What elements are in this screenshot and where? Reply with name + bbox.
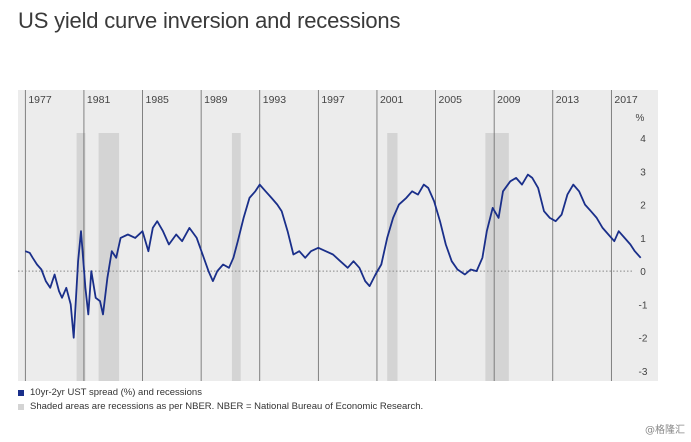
y-tick-label: 0 xyxy=(640,267,646,278)
x-tick-label: 1977 xyxy=(28,94,52,106)
legend-shaded: Shaded areas are recessions as per NBER.… xyxy=(18,401,423,412)
x-tick-label: 1985 xyxy=(146,94,170,106)
x-tick-label: 1981 xyxy=(87,94,111,106)
y-unit-label: % xyxy=(636,113,645,124)
recession-band xyxy=(98,133,120,381)
x-tick-label: 2005 xyxy=(439,94,463,106)
recession-band xyxy=(387,133,398,381)
y-tick-label: 4 xyxy=(640,134,646,145)
y-tick-label: 2 xyxy=(640,201,646,212)
x-tick-label: 1989 xyxy=(204,94,228,106)
legend-series-swatch xyxy=(18,389,24,396)
y-tick-label: 1 xyxy=(640,234,646,245)
x-tick-label: 1997 xyxy=(321,94,345,106)
x-tick-label: 1993 xyxy=(263,94,287,106)
x-tick-label: 2001 xyxy=(380,94,404,106)
x-tick-label: 2009 xyxy=(497,94,521,106)
y-tick-label: -2 xyxy=(639,334,648,345)
page-title: US yield curve inversion and recessions xyxy=(18,8,401,33)
legend-shaded-label: Shaded areas are recessions as per NBER.… xyxy=(30,401,424,412)
y-tick-label: -3 xyxy=(639,367,648,378)
recession-band xyxy=(485,133,509,381)
recession-band xyxy=(76,133,86,381)
recession-bands xyxy=(76,133,509,381)
x-tick-label: 2017 xyxy=(614,94,638,106)
watermark: @格隆汇 xyxy=(645,425,685,436)
recession-band xyxy=(231,133,241,381)
y-tick-label: 3 xyxy=(640,167,646,178)
legend-series-label: 10yr-2yr UST spread (%) and recessions xyxy=(30,387,202,398)
y-tick-label: -1 xyxy=(639,300,648,311)
spread-line xyxy=(24,173,642,339)
year-gridlines xyxy=(24,90,612,381)
x-tick-label: 2013 xyxy=(556,94,580,106)
legend-series: 10yr-2yr UST spread (%) and recessions xyxy=(18,387,202,398)
x-tick-labels: 1977 1981 1985 1989 1993 1997 2001 2005 2009 2013… xyxy=(28,94,638,106)
y-tick-labels: 4 3 2 1 0 -1 -2 -3 xyxy=(639,134,648,378)
legend-shaded-swatch xyxy=(18,403,24,410)
